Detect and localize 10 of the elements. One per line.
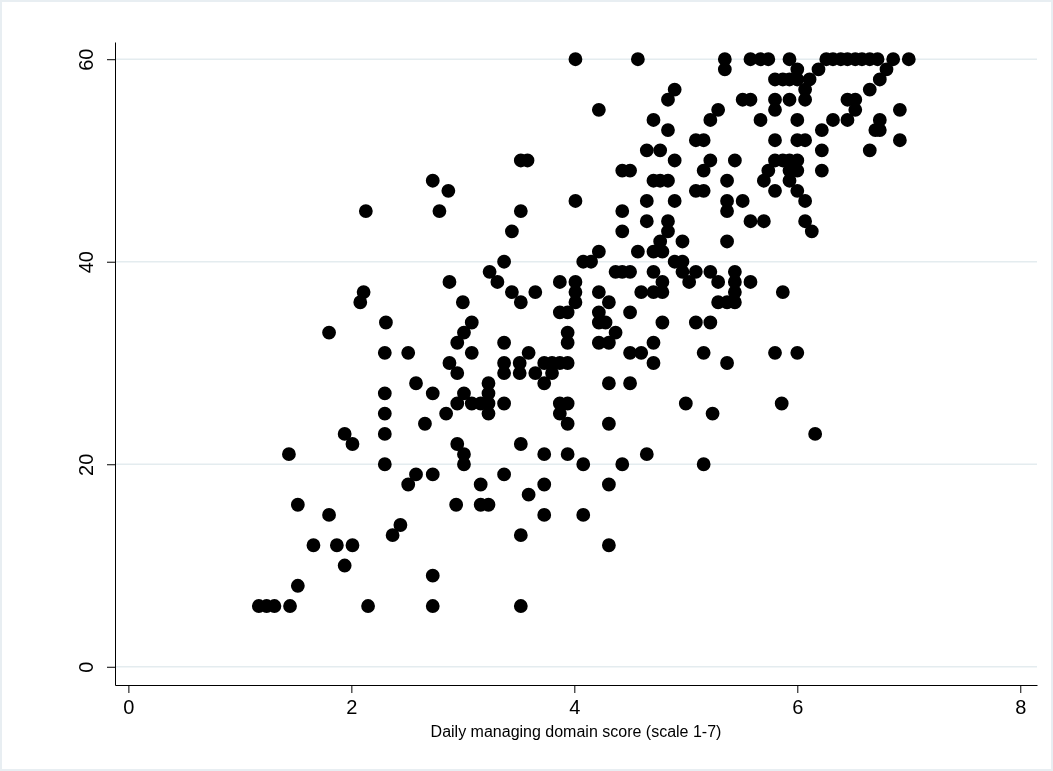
x-tick-label: 6 [792, 696, 804, 718]
y-tick-label: 20 [75, 453, 97, 476]
x-tick-label: 8 [1015, 696, 1027, 718]
x-tick-label: 4 [569, 696, 581, 718]
x-tick-label: 0 [123, 696, 135, 718]
x-axis-title: Daily managing domain score (scale 1-7) [430, 723, 722, 740]
y-tick-label: 60 [75, 48, 97, 71]
y-tick-label: 0 [75, 661, 97, 673]
x-tick-label: 2 [346, 696, 358, 718]
y-tick-label: 40 [75, 251, 97, 274]
